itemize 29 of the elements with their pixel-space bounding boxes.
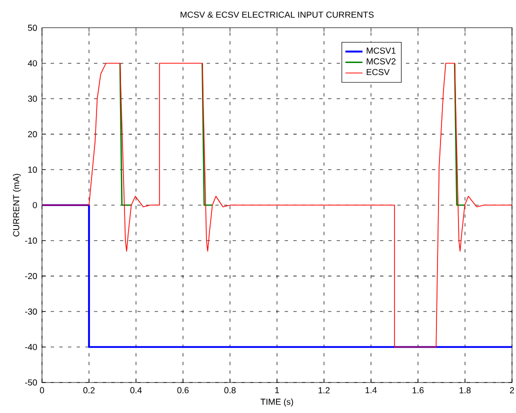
y-tick-label: 30: [28, 96, 37, 102]
legend-label: MCSV2: [366, 58, 396, 64]
line-series: [42, 62, 512, 348]
x-tick-label: 1.4: [366, 387, 377, 394]
x-tick-label: 1.2: [318, 387, 330, 394]
y-tick-label: 0: [32, 202, 37, 208]
y-tick-label: 20: [28, 131, 37, 138]
y-tick-label: -10: [25, 238, 37, 244]
y-tick-label: 10: [28, 166, 37, 173]
x-tick-label: 1.6: [412, 387, 424, 394]
y-tick-label: 40: [28, 60, 37, 66]
x-tick-label: 1.8: [460, 387, 471, 394]
y-axis-title: CURRENT (mA): [12, 174, 21, 236]
x-tick-label: 0.4: [130, 387, 142, 394]
legend-label: ECSV: [366, 69, 390, 76]
y-tick-label: -20: [25, 273, 37, 280]
chart-title: MCSV & ECSV ELECTRICAL INPUT CURRENTS: [180, 12, 374, 18]
x-tick-label: 0: [40, 387, 44, 394]
x-tick-label: 1: [275, 387, 279, 394]
x-tick-label: 0.2: [83, 387, 95, 394]
x-axis-title: TIME (s): [260, 398, 294, 407]
y-tick-label: -50: [25, 379, 37, 386]
legend-label: MCSV1: [366, 48, 396, 54]
x-tick-label: 0.8: [224, 387, 236, 394]
x-tick-label: 2: [510, 387, 514, 394]
y-tick-label: -30: [25, 308, 37, 315]
y-tick-label: -40: [25, 344, 37, 350]
x-tick-label: 0.6: [177, 387, 189, 394]
y-tick-label: 50: [28, 24, 37, 31]
